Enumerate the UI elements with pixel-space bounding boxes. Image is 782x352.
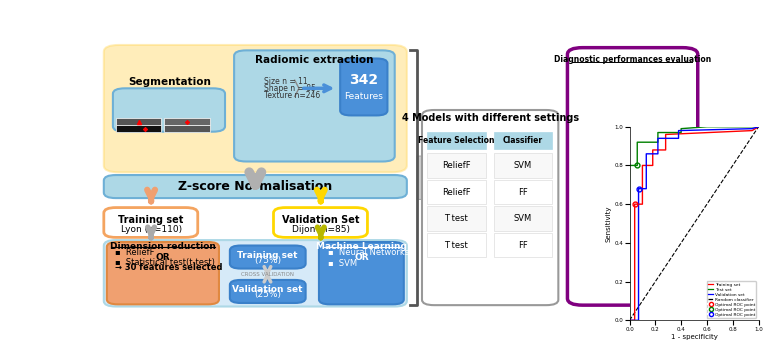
Bar — [427, 153, 486, 178]
Text: 342: 342 — [350, 73, 378, 87]
Text: → 30 features selected: → 30 features selected — [115, 263, 222, 272]
Text: Diagnostic performances evaluation: Diagnostic performances evaluation — [554, 55, 711, 64]
Text: Training set: Training set — [118, 215, 184, 225]
Polygon shape — [417, 156, 433, 200]
FancyBboxPatch shape — [104, 175, 407, 198]
Text: ▪  Neural Networks: ▪ Neural Networks — [328, 248, 409, 257]
Bar — [427, 180, 486, 204]
Text: ▪  Statistical test(t-test): ▪ Statistical test(t-test) — [115, 258, 214, 267]
Text: Validation set: Validation set — [232, 285, 303, 294]
Text: FF: FF — [518, 241, 528, 250]
FancyBboxPatch shape — [104, 240, 407, 307]
Text: ▪  ReliefF: ▪ ReliefF — [115, 247, 154, 257]
Text: Z-score Normalisation: Z-score Normalisation — [178, 180, 332, 193]
FancyBboxPatch shape — [230, 246, 306, 269]
Bar — [427, 132, 486, 149]
Bar — [493, 153, 552, 178]
FancyBboxPatch shape — [107, 242, 219, 304]
FancyBboxPatch shape — [422, 110, 558, 305]
Bar — [164, 118, 210, 125]
Text: Texture n=246: Texture n=246 — [264, 90, 321, 100]
Text: (25%): (25%) — [254, 290, 281, 299]
Text: ReliefF: ReliefF — [442, 188, 471, 197]
Text: ▪  SVM: ▪ SVM — [328, 259, 357, 268]
Text: SVM: SVM — [514, 161, 532, 170]
Text: FF: FF — [518, 188, 528, 197]
Bar — [493, 207, 552, 231]
Text: Dimension reduction: Dimension reduction — [109, 241, 216, 251]
Legend: Training set, Test set, Validation set, Random classifier, Optimal ROC point, Op: Training set, Test set, Validation set, … — [707, 281, 756, 318]
Bar — [116, 118, 161, 125]
Text: T test: T test — [444, 214, 468, 223]
Bar — [493, 132, 552, 149]
Bar — [493, 233, 552, 257]
Text: Radiomic extraction: Radiomic extraction — [256, 55, 374, 65]
Text: Machine Learning: Machine Learning — [316, 241, 407, 251]
Text: OR: OR — [156, 253, 170, 262]
Text: Shape n = 85: Shape n = 85 — [264, 84, 316, 93]
Y-axis label: Sensitivity: Sensitivity — [606, 205, 612, 242]
Text: ReliefF: ReliefF — [442, 161, 471, 170]
Text: CROSS VALIDATION: CROSS VALIDATION — [241, 272, 294, 277]
Text: Features: Features — [344, 92, 383, 101]
Bar — [427, 207, 486, 231]
Text: Dijon (n=85): Dijon (n=85) — [292, 225, 350, 234]
Text: (75%): (75%) — [254, 256, 281, 265]
FancyBboxPatch shape — [230, 280, 306, 303]
FancyBboxPatch shape — [113, 88, 225, 132]
Text: 4 Models with different settings: 4 Models with different settings — [402, 113, 579, 123]
Text: SVM: SVM — [514, 214, 532, 223]
Text: Classifier: Classifier — [503, 136, 543, 145]
FancyBboxPatch shape — [104, 208, 198, 237]
FancyBboxPatch shape — [340, 58, 387, 115]
Text: Size n = 11: Size n = 11 — [264, 77, 308, 86]
Bar — [493, 180, 552, 204]
Text: Lyon (n=110): Lyon (n=110) — [120, 225, 181, 234]
Bar — [427, 233, 486, 257]
FancyBboxPatch shape — [104, 45, 407, 172]
FancyBboxPatch shape — [568, 48, 698, 305]
Text: Training set: Training set — [237, 251, 298, 260]
Text: OR: OR — [354, 253, 368, 263]
FancyBboxPatch shape — [234, 50, 395, 162]
Text: T test: T test — [444, 241, 468, 250]
FancyBboxPatch shape — [319, 242, 404, 304]
Bar — [164, 125, 210, 132]
Text: Segmentation: Segmentation — [127, 76, 210, 87]
Text: Feature Selection: Feature Selection — [418, 136, 494, 145]
X-axis label: 1 - specificity: 1 - specificity — [671, 334, 717, 340]
FancyBboxPatch shape — [274, 208, 368, 237]
Bar — [116, 125, 161, 132]
Text: Validation Set: Validation Set — [282, 215, 360, 225]
